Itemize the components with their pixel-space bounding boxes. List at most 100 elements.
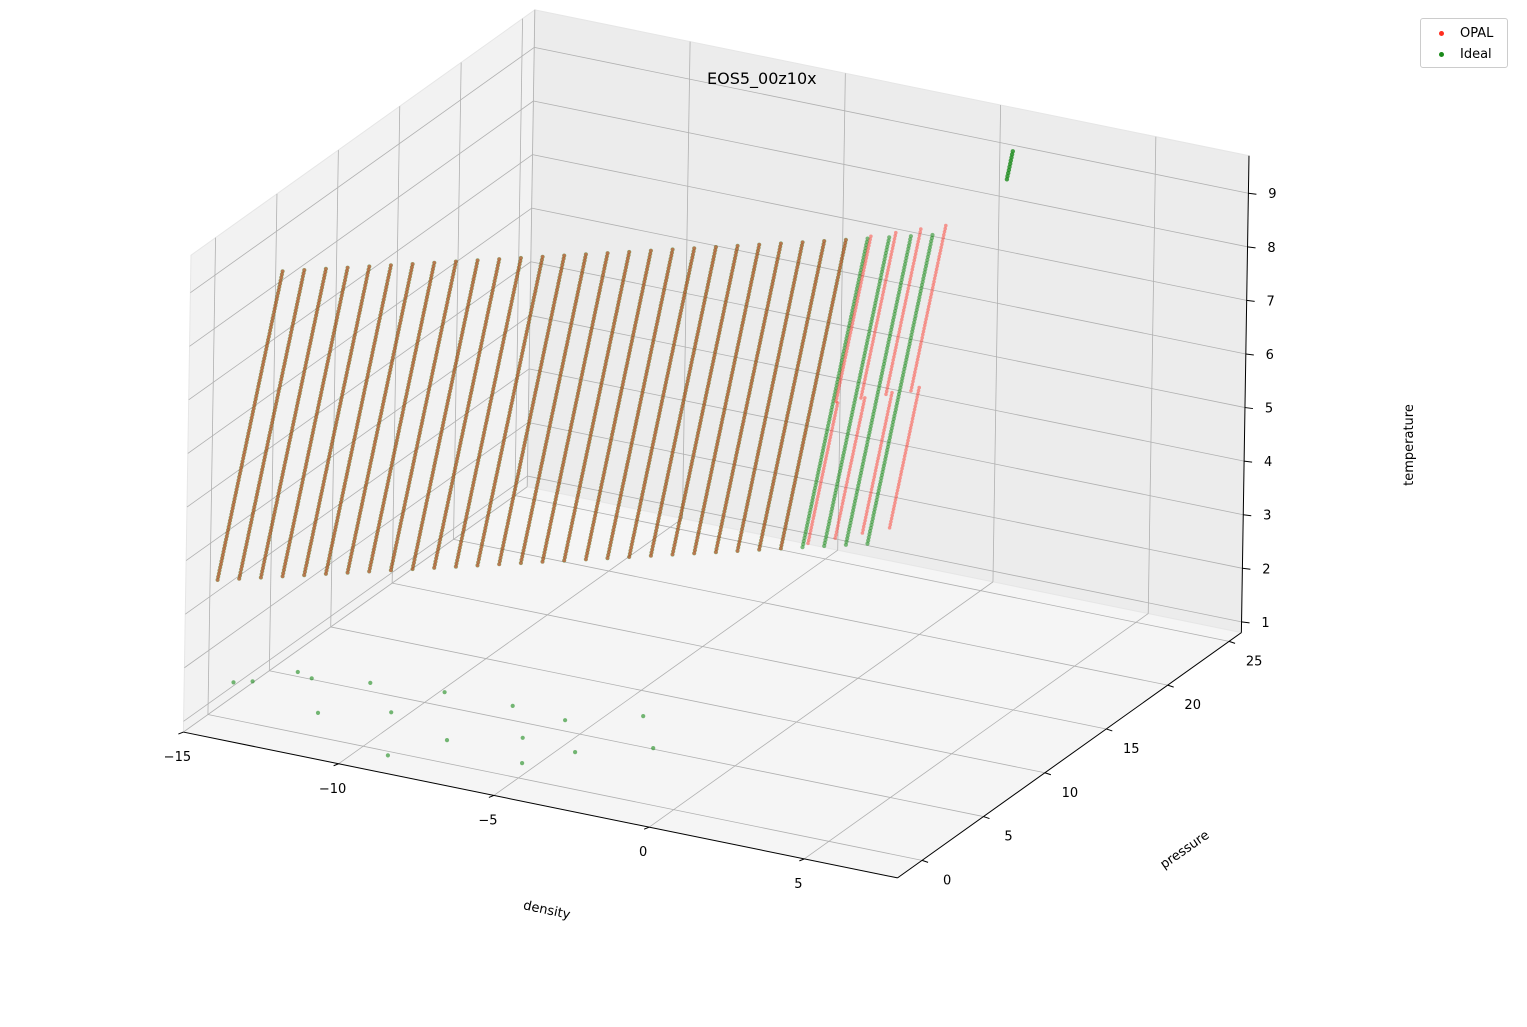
point-opal (346, 466, 351, 470)
point-opal (395, 337, 399, 341)
point-opal (427, 384, 432, 389)
point-opal (557, 478, 562, 483)
point-opal (481, 538, 485, 543)
point-opal (478, 551, 483, 555)
point-opal (388, 368, 393, 372)
point-opal (488, 301, 492, 305)
point-ideal (323, 371, 328, 376)
point-opal (343, 278, 347, 283)
point-opal (502, 334, 507, 338)
point-opal (500, 546, 505, 551)
point-opal (261, 566, 265, 570)
point-opal (461, 428, 465, 433)
point-opal (316, 301, 321, 306)
point-opal (605, 454, 610, 459)
point-opal (335, 315, 339, 320)
point-opal (349, 453, 353, 458)
point-opal (627, 351, 631, 356)
point-opal (322, 378, 326, 382)
gridline-z (533, 100, 1248, 248)
point-opal (406, 281, 411, 285)
point-opal (506, 417, 511, 421)
point-opal (416, 440, 420, 445)
point-opal (406, 382, 411, 387)
point-opal (360, 295, 365, 300)
point-ideal (290, 425, 295, 430)
point-opal (618, 497, 622, 501)
point-opal (316, 504, 321, 509)
point-opal (544, 544, 548, 548)
point-ideal (533, 285, 539, 291)
point-opal (363, 283, 368, 288)
point-opal (569, 324, 573, 328)
point-opal (409, 471, 414, 476)
point-opal (295, 299, 300, 304)
point-opal (322, 273, 327, 277)
point-opal (320, 282, 325, 287)
point-opal (267, 335, 271, 339)
point-opal (333, 426, 337, 431)
point-opal (334, 423, 338, 428)
point-ideal (271, 312, 276, 318)
gridline-z (184, 422, 529, 669)
point-opal (262, 458, 267, 463)
point-opal (564, 549, 568, 553)
point-opal (282, 361, 287, 366)
point-opal (399, 420, 403, 424)
point-opal (265, 446, 269, 450)
point-opal (449, 281, 454, 286)
point-opal (414, 548, 419, 553)
point-opal (400, 309, 405, 313)
point-opal (261, 359, 266, 364)
point-opal (426, 289, 431, 293)
point-opal (324, 365, 329, 370)
point-opal (255, 388, 260, 392)
point-opal (621, 278, 626, 282)
point-opal (452, 370, 456, 375)
point-opal (379, 510, 384, 514)
point-opal (287, 543, 291, 547)
point-opal (580, 369, 585, 374)
point-opal (492, 384, 496, 388)
point-opal (335, 312, 340, 317)
point-opal (238, 472, 242, 476)
point-opal (501, 442, 506, 446)
point-opal (498, 454, 503, 459)
point-opal (387, 272, 391, 277)
point-opal (540, 359, 544, 364)
point-opal (367, 468, 372, 472)
point-ideal (263, 553, 268, 558)
point-opal (586, 545, 591, 549)
point-opal (560, 263, 565, 267)
point-opal (572, 512, 576, 516)
gridline-z (532, 154, 1247, 301)
point-opal (530, 301, 535, 306)
point-opal (624, 262, 629, 267)
point-opal (303, 570, 307, 574)
point-ideal (286, 444, 291, 449)
point-ideal (431, 263, 436, 269)
point-opal (519, 558, 524, 562)
point-opal (347, 361, 351, 365)
point-opal (469, 490, 474, 494)
point-opal (435, 553, 439, 558)
point-opal (630, 336, 635, 340)
point-opal (523, 437, 528, 442)
point-opal (511, 290, 516, 295)
point-opal (301, 271, 306, 276)
point-opal (536, 378, 540, 383)
point-opal (360, 502, 364, 506)
point-opal (357, 311, 362, 316)
point-opal (538, 267, 542, 272)
point-opal (362, 286, 367, 291)
point-opal (550, 411, 555, 416)
point-opal (553, 497, 558, 502)
point-opal (467, 397, 472, 402)
point-opal (500, 448, 504, 452)
point-opal (261, 464, 265, 469)
point-opal (368, 563, 373, 567)
point-opal (460, 333, 464, 338)
point-opal (345, 265, 350, 270)
point-opal (494, 371, 499, 376)
point-ideal (390, 355, 395, 360)
